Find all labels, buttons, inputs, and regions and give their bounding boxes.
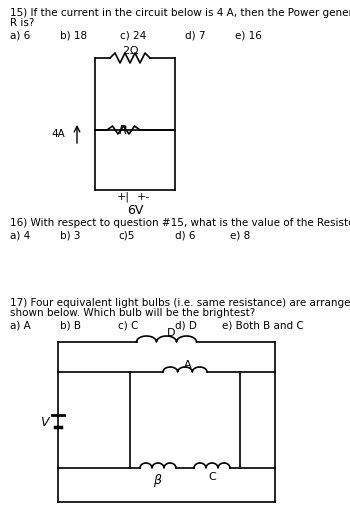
Text: 2$\Omega$: 2$\Omega$ (122, 44, 140, 56)
Text: d) D: d) D (175, 320, 197, 330)
Text: 17) Four equivalent light bulbs (i.e. same resistance) are arranged in the circu: 17) Four equivalent light bulbs (i.e. sa… (10, 298, 350, 308)
Text: +-: +- (136, 192, 150, 202)
Text: +|: +| (117, 192, 130, 203)
Text: c) 24: c) 24 (120, 30, 146, 40)
Text: R is?: R is? (10, 18, 34, 28)
Text: D: D (167, 328, 176, 338)
Text: b) 18: b) 18 (60, 30, 87, 40)
Text: a) 4: a) 4 (10, 231, 30, 241)
Text: $\beta$: $\beta$ (153, 472, 163, 489)
Text: V: V (40, 416, 48, 429)
Text: b) B: b) B (60, 320, 81, 330)
Text: e) 16: e) 16 (235, 30, 262, 40)
Text: b) 3: b) 3 (60, 231, 80, 241)
Text: c) C: c) C (118, 320, 138, 330)
Text: c)5: c)5 (118, 231, 134, 241)
Text: a) A: a) A (10, 320, 31, 330)
Text: 16) With respect to question #15, what is the value of the Resistor R?: 16) With respect to question #15, what i… (10, 218, 350, 228)
Text: a) 6: a) 6 (10, 30, 30, 40)
Text: R: R (119, 124, 127, 137)
Text: C: C (208, 472, 216, 482)
Text: 6V: 6V (127, 204, 143, 217)
Text: d) 6: d) 6 (175, 231, 196, 241)
Text: 15) If the current in the circuit below is 4 A, then the Power generated by Resi: 15) If the current in the circuit below … (10, 8, 350, 18)
Text: shown below. Which bulb will be the brightest?: shown below. Which bulb will be the brig… (10, 308, 255, 318)
Text: e) Both B and C: e) Both B and C (222, 320, 304, 330)
Text: 4A: 4A (51, 129, 65, 139)
Text: e) 8: e) 8 (230, 231, 250, 241)
Text: d) 7: d) 7 (185, 30, 205, 40)
Text: A: A (184, 360, 192, 370)
